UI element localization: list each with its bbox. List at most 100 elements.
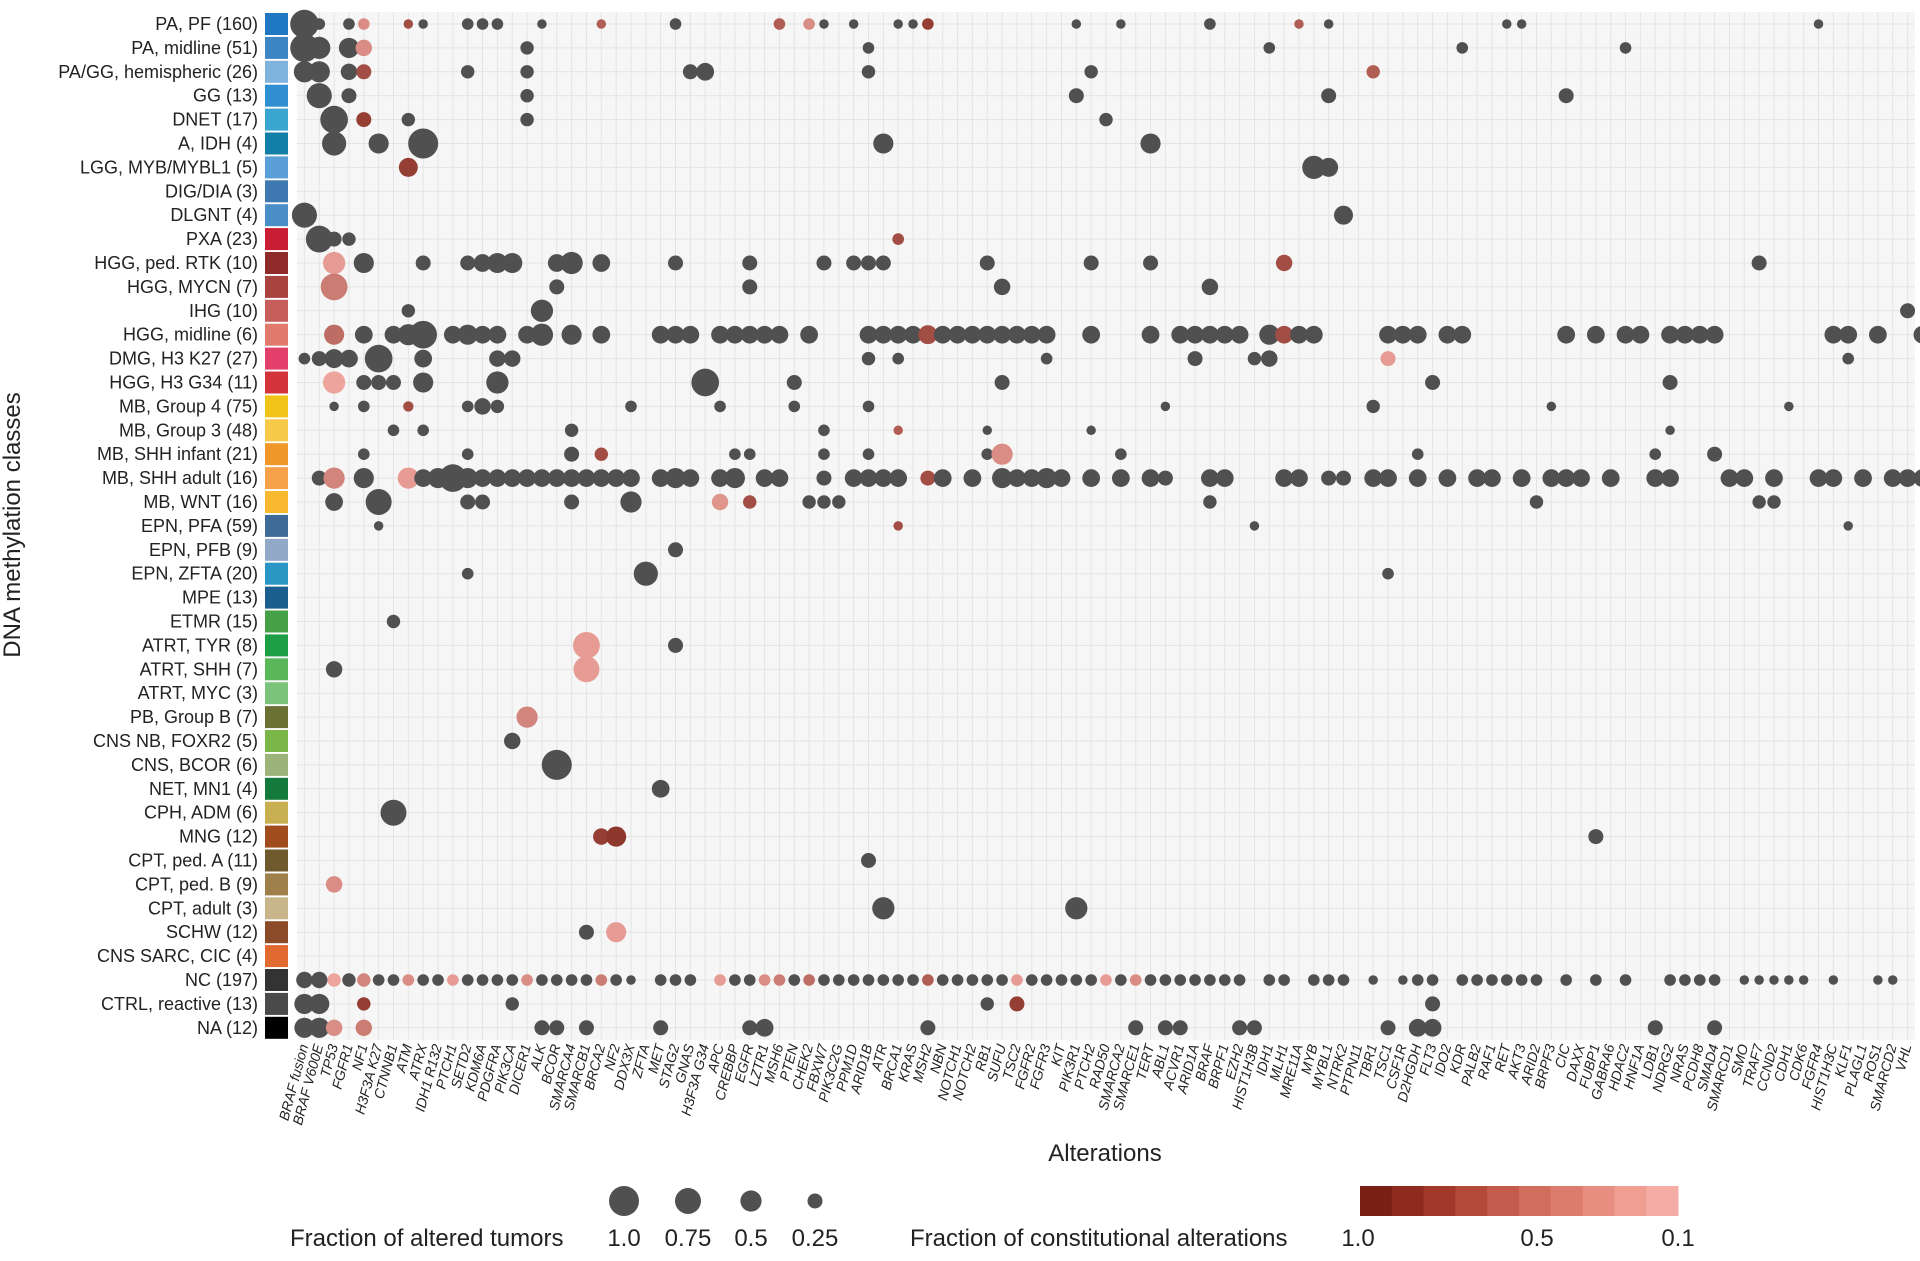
data-point xyxy=(565,974,578,986)
data-point xyxy=(1215,325,1234,344)
data-point xyxy=(1233,974,1246,986)
data-point xyxy=(414,469,433,487)
data-point xyxy=(819,19,829,29)
data-point xyxy=(324,349,344,369)
data-point xyxy=(1408,325,1427,344)
data-point xyxy=(862,400,875,413)
data-point xyxy=(948,325,967,344)
data-point xyxy=(978,325,997,344)
data-point xyxy=(1887,975,1898,985)
row-label: GG (13) xyxy=(193,86,258,106)
x-axis-label: Alterations xyxy=(1048,1140,1161,1167)
data-point xyxy=(549,279,565,295)
data-point xyxy=(1008,325,1026,344)
data-point xyxy=(490,399,505,414)
data-point xyxy=(573,656,600,683)
data-point xyxy=(534,1020,550,1036)
data-point xyxy=(626,975,636,985)
row-label: NA (12) xyxy=(197,1018,258,1038)
row-label: HGG, ped. RTK (10) xyxy=(94,253,258,273)
data-point xyxy=(320,273,348,301)
data-point xyxy=(951,974,964,986)
color-legend-swatch xyxy=(1519,1186,1552,1216)
data-point xyxy=(1278,974,1290,986)
data-point xyxy=(291,202,317,228)
data-point xyxy=(504,350,521,367)
data-point xyxy=(1065,897,1088,920)
data-point xyxy=(982,425,992,436)
row-color-swatch xyxy=(265,252,288,274)
data-point xyxy=(1572,469,1590,487)
data-point xyxy=(1619,42,1632,54)
data-point xyxy=(1665,425,1675,436)
data-point xyxy=(966,974,979,986)
data-point xyxy=(1707,1020,1723,1036)
data-point xyxy=(861,351,876,366)
row-label: DNET (17) xyxy=(172,110,258,130)
data-point xyxy=(1720,469,1739,487)
data-point xyxy=(592,254,611,272)
data-point xyxy=(1334,205,1353,225)
column-label: KIT xyxy=(1047,1041,1068,1068)
row-label: NC (197) xyxy=(185,970,258,990)
data-point xyxy=(1646,469,1665,487)
data-point xyxy=(342,232,356,246)
data-point xyxy=(401,112,416,127)
data-point xyxy=(1203,495,1217,509)
row-label: MB, Group 3 (48) xyxy=(119,420,258,440)
data-point xyxy=(371,375,387,390)
data-point xyxy=(669,18,682,30)
data-point xyxy=(691,368,720,397)
data-point xyxy=(325,876,343,893)
data-point xyxy=(488,469,507,487)
data-point xyxy=(1159,974,1172,986)
data-point xyxy=(875,255,891,271)
data-point xyxy=(1140,133,1161,154)
data-point xyxy=(729,974,741,986)
data-point xyxy=(1157,1020,1173,1036)
row-color-swatch xyxy=(265,897,288,920)
data-point xyxy=(996,974,1008,986)
data-point xyxy=(415,255,431,271)
data-point xyxy=(530,323,554,346)
data-point xyxy=(1171,325,1190,344)
data-point xyxy=(325,1019,343,1037)
data-point xyxy=(1769,975,1779,985)
data-point xyxy=(325,661,343,678)
data-point xyxy=(933,325,952,344)
data-point xyxy=(860,255,876,271)
color-legend-label: 0.5 xyxy=(1520,1225,1553,1252)
data-point xyxy=(397,467,419,489)
data-point xyxy=(343,18,355,30)
data-point xyxy=(981,448,994,461)
color-legend-title: Fraction of constitutional alterations xyxy=(910,1225,1288,1252)
data-point xyxy=(1055,974,1068,986)
data-point xyxy=(1204,974,1216,986)
data-point xyxy=(844,469,863,487)
color-legend-label: 1.0 xyxy=(1341,1225,1374,1252)
row-label: CPT, ped. B (9) xyxy=(135,874,258,894)
data-point xyxy=(594,447,609,461)
data-point xyxy=(1040,974,1053,986)
row-label: CPT, ped. A (11) xyxy=(128,851,258,871)
data-point xyxy=(486,371,509,394)
data-point xyxy=(1824,325,1843,344)
data-point xyxy=(516,706,538,728)
data-point xyxy=(1115,448,1127,461)
column-label: NF1 xyxy=(348,1042,370,1072)
row-label: LGG, MYB/MYBL1 (5) xyxy=(80,157,258,177)
data-point xyxy=(1707,446,1723,462)
row-label: EPN, PFB (9) xyxy=(149,540,258,560)
row-color-swatch xyxy=(265,969,288,991)
data-point xyxy=(1366,399,1380,414)
data-point xyxy=(1649,448,1662,461)
data-point xyxy=(443,325,462,344)
row-color-swatch xyxy=(265,753,288,776)
data-point xyxy=(726,325,744,344)
data-point xyxy=(1754,975,1764,985)
data-point xyxy=(963,469,982,487)
row-color-swatch xyxy=(265,825,288,848)
data-point xyxy=(530,299,554,322)
data-point xyxy=(893,521,903,531)
row-label: CNS, BCOR (6) xyxy=(131,755,258,775)
